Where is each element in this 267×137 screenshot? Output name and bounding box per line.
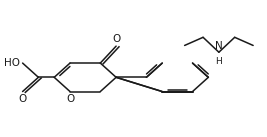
Text: O: O (66, 94, 74, 104)
Text: O: O (112, 34, 120, 44)
Text: HO: HO (5, 58, 21, 68)
Text: N: N (215, 41, 223, 51)
Text: O: O (18, 94, 27, 104)
Text: H: H (215, 57, 222, 65)
